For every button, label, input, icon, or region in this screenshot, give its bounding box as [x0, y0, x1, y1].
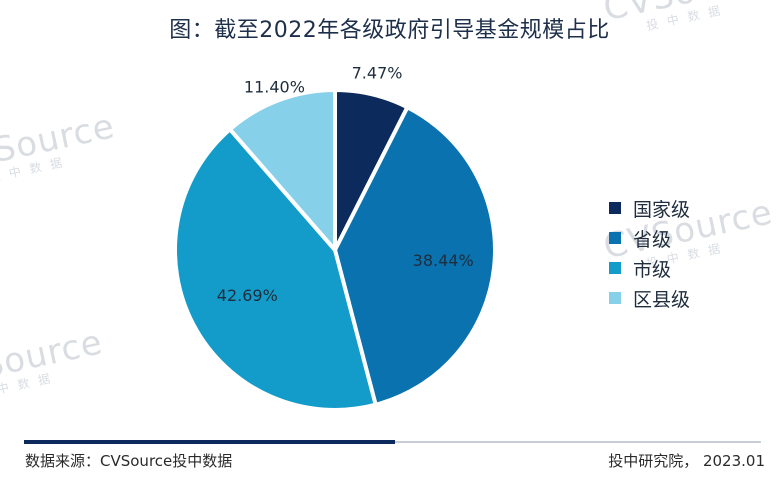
slice-data-label: 38.44% [413, 251, 474, 270]
pie-slice [173, 127, 378, 412]
legend-label: 国家级 [633, 198, 691, 221]
pie-slice [227, 88, 337, 252]
legend-swatch [609, 232, 621, 244]
credit-note: 投中研究院， 2023.01 [608, 452, 765, 470]
chart-title: 图：截至2022年各级政府引导基金规模占比 [169, 18, 610, 43]
legend-swatch [609, 292, 621, 304]
legend-item: 国家级 [609, 193, 690, 223]
legend-swatch [609, 202, 621, 214]
legend-item: 区县级 [609, 283, 690, 313]
legend-label: 省级 [633, 228, 672, 251]
legend: 国家级 省级 市级 区县级 [609, 193, 690, 313]
legend-label: 区县级 [633, 288, 691, 311]
slice-data-label: 42.69% [217, 286, 278, 305]
legend-swatch [609, 262, 621, 274]
footer-divider [395, 441, 761, 443]
legend-label: 市级 [633, 258, 672, 281]
pie-slice [333, 105, 497, 407]
legend-item: 省级 [609, 223, 690, 253]
slice-data-label: 7.47% [352, 64, 403, 83]
source-note: 数据来源：CVSource投中数据 [25, 452, 233, 470]
footer-divider-accent [24, 440, 395, 444]
slice-data-label: 11.40% [244, 78, 305, 97]
legend-item: 市级 [609, 253, 690, 283]
